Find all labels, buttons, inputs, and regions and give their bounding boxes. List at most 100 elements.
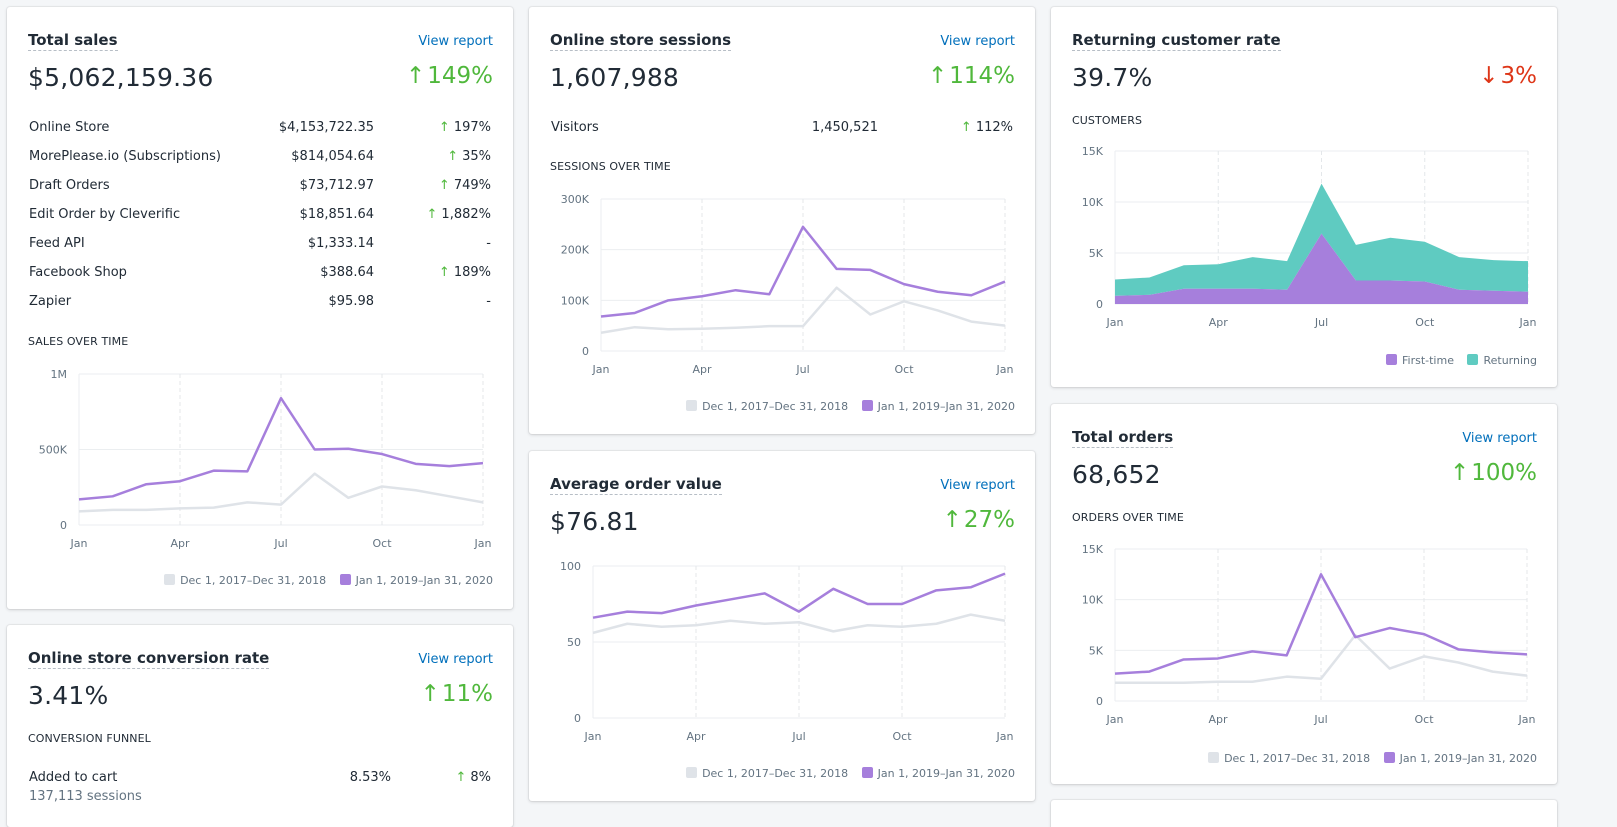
arrow-up-icon: ↑ <box>960 120 972 135</box>
y-tick-label: 1M <box>51 368 68 381</box>
sales-channel-name: Edit Order by Cleverific <box>29 207 181 222</box>
sessions-over-time-heading: SESSIONS OVER TIME <box>550 160 671 173</box>
total-orders-change: ↑100% <box>1450 460 1537 486</box>
x-tick-label: Apr <box>686 730 706 743</box>
x-tick-label: Jul <box>1314 316 1328 329</box>
sales-channel-name: Zapier <box>29 294 72 309</box>
sales-channel-name: Draft Orders <box>29 178 110 193</box>
sessions-value: 1,607,988 <box>550 63 680 92</box>
total-sales-view-report-link[interactable]: View report <box>418 34 493 49</box>
arrow-up-icon: ↑ <box>927 63 948 89</box>
legend-previous: Dec 1, 2017–Dec 31, 2018 <box>164 574 326 587</box>
legend-previous-label: Dec 1, 2017–Dec 31, 2018 <box>1224 752 1371 765</box>
aov-title[interactable]: Average order value <box>550 475 722 495</box>
aov-chart: 0 50 100 Jan Apr Jul Oct Jan <box>560 560 1014 743</box>
sessions-over-time-chart: 0 100K 200K 300K Jan Apr Jul Oct Jan <box>561 193 1014 376</box>
sales-channel-change: ↑ 749% <box>439 178 491 193</box>
y-tick-label: 100K <box>561 294 590 307</box>
total-sales-value: $5,062,159.36 <box>28 63 214 92</box>
sessions-card: Online store sessions View report 1,607,… <box>529 7 1035 434</box>
conversion-view-report-link[interactable]: View report <box>418 652 493 667</box>
arrow-up-icon: ↑ <box>438 265 450 280</box>
arrow-up-icon: ↑ <box>447 149 459 164</box>
x-tick-label: Jul <box>1313 713 1327 726</box>
orders-view-report-link[interactable]: View report <box>1462 431 1537 446</box>
x-tick-label: Jan <box>584 730 602 743</box>
series-line-previous <box>592 613 1006 635</box>
total-orders-card: Total orders View report 68,652 ↑100% OR… <box>1051 404 1557 784</box>
next-card <box>1051 800 1557 827</box>
total-orders-change-value: 100% <box>1471 460 1537 486</box>
area-first-time <box>1115 233 1528 304</box>
x-tick-label: Oct <box>894 363 914 376</box>
sales-channel-change-value: - <box>486 294 491 309</box>
sales-over-time-chart: 0 500K 1M Jan Apr Jul Oct Jan <box>39 368 492 550</box>
sales-channel-change-value: 1,882% <box>441 207 491 222</box>
x-tick-label: Oct <box>372 537 392 550</box>
total-orders-value: 68,652 <box>1072 460 1161 489</box>
sessions-title[interactable]: Online store sessions <box>550 31 731 51</box>
returning-customer-card: Returning customer rate 39.7% ↓3% CUSTOM… <box>1051 7 1557 387</box>
total-sales-title[interactable]: Total sales <box>28 31 118 51</box>
sales-channel-change-value: - <box>486 236 491 251</box>
sessions-view-report-link[interactable]: View report <box>940 34 1015 49</box>
x-tick-label: Jan <box>996 730 1014 743</box>
y-tick-label: 15K <box>1082 145 1104 158</box>
y-tick-label: 0 <box>1096 298 1103 311</box>
arrow-down-icon: ↓ <box>1479 63 1499 89</box>
sales-channel-value: $1,333.14 <box>307 236 374 251</box>
legend-current: Jan 1, 2019–Jan 31, 2020 <box>339 574 493 587</box>
aov-card: Average order value View report $76.81 ↑… <box>529 451 1035 801</box>
sales-channel-change-value: 35% <box>462 149 491 164</box>
x-tick-label: Jul <box>273 537 287 550</box>
legend-previous: Dec 1, 2017–Dec 31, 2018 <box>686 767 848 780</box>
x-tick-label: Apr <box>170 537 190 550</box>
sales-channel-change-value: 749% <box>453 178 491 193</box>
legend-current-label: Jan 1, 2019–Jan 31, 2020 <box>1399 752 1537 765</box>
sales-channel-name: Feed API <box>29 236 85 251</box>
x-tick-label: Apr <box>692 363 712 376</box>
funnel-step-rate: 8.53% <box>349 770 391 785</box>
y-tick-label: 0 <box>574 712 581 725</box>
sales-channel-change: ↑ 197% <box>439 120 491 135</box>
sales-chart-legend: Dec 1, 2017–Dec 31, 2018 Jan 1, 2019–Jan… <box>154 574 493 587</box>
sales-channel-name: MorePlease.io (Subscriptions) <box>29 149 221 164</box>
funnel-step-change: ↑ 8% <box>455 770 491 785</box>
x-tick-label: Oct <box>892 730 912 743</box>
conversion-rate-change: ↑11% <box>421 681 493 707</box>
returning-customer-title[interactable]: Returning customer rate <box>1072 31 1281 51</box>
x-tick-label: Oct <box>1414 713 1434 726</box>
visitors-row: Visitors 1,450,521 ↑ 112% <box>551 120 1013 140</box>
arrow-up-icon: ↑ <box>438 178 450 193</box>
sales-channel-row: Online Store $4,153,722.35 ↑ 197% <box>29 120 491 140</box>
y-tick-label: 10K <box>1082 594 1104 607</box>
sales-channel-row: Zapier $95.98 - <box>29 294 491 314</box>
conversion-rate-card: Online store conversion rate View report… <box>7 625 513 827</box>
legend-swatch-returning <box>1467 354 1479 365</box>
sales-channel-change-value: 189% <box>453 265 491 280</box>
sales-channel-change: - <box>482 236 491 251</box>
sales-channel-row: Draft Orders $73,712.97 ↑ 749% <box>29 178 491 198</box>
total-orders-title[interactable]: Total orders <box>1072 428 1174 448</box>
legend-swatch-first-time <box>1386 354 1397 365</box>
y-tick-label: 500K <box>39 444 68 457</box>
y-tick-label: 5K <box>1089 247 1104 260</box>
arrow-up-icon: ↑ <box>438 120 450 135</box>
legend-first-time-label: First-time <box>1402 354 1454 367</box>
y-tick-label: 5K <box>1089 644 1104 657</box>
sessions-change-value: 114% <box>949 63 1015 89</box>
x-tick-label: Apr <box>1209 316 1229 329</box>
funnel-step-change-value: 8% <box>470 770 491 785</box>
arrow-up-icon: ↑ <box>1449 460 1470 486</box>
aov-view-report-link[interactable]: View report <box>940 478 1015 493</box>
aov-chart-legend: Dec 1, 2017–Dec 31, 2018 Jan 1, 2019–Jan… <box>676 767 1015 780</box>
legend-swatch-previous <box>686 400 698 411</box>
legend-swatch-current <box>861 400 873 411</box>
conversion-rate-title[interactable]: Online store conversion rate <box>28 649 270 669</box>
visitors-change-value: 112% <box>975 120 1013 135</box>
total-sales-card: Total sales View report $5,062,159.36 ↑1… <box>7 7 513 609</box>
arrow-up-icon: ↑ <box>405 63 426 89</box>
x-tick-label: Jan <box>70 537 88 550</box>
conversion-rate-change-value: 11% <box>441 681 493 707</box>
series-line-previous <box>78 472 484 513</box>
